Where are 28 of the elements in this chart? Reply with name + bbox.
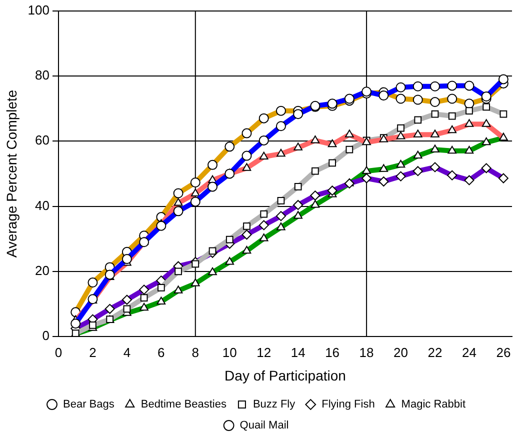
legend-label: Bedtime Beasties [140, 398, 227, 411]
x-tick-label: 24 [462, 344, 476, 360]
y-tick-label: 60 [35, 132, 50, 148]
legend-label: Buzz Fly [252, 398, 296, 411]
x-tick-label: 2 [89, 344, 96, 360]
legend-label: Bear Bags [62, 398, 115, 411]
x-tick-label: 10 [222, 344, 237, 360]
y-tick-label: 80 [35, 68, 50, 83]
legend-label: Quail Mail [240, 420, 289, 432]
x-tick-label: 26 [496, 344, 511, 360]
x-tick-label: 6 [158, 344, 165, 360]
y-tick-label: 100 [28, 2, 50, 18]
x-tick-label: 20 [394, 344, 408, 360]
x-tick-label: 18 [359, 344, 374, 360]
x-tick-label: 0 [54, 344, 62, 360]
x-tick-label: 4 [123, 344, 131, 360]
x-tick-label: 8 [192, 344, 200, 360]
x-tick-label: 16 [325, 344, 340, 360]
x-tick-label: 22 [428, 344, 442, 360]
x-tick-label: 12 [256, 344, 272, 360]
y-tick-label: 0 [42, 328, 50, 344]
y-tick-label: 20 [35, 263, 50, 278]
legend-label: Magic Rabbit [401, 398, 466, 411]
y-tick-label: 40 [35, 198, 50, 213]
y-axis-title: Average Percent Complete [3, 90, 20, 258]
x-axis-title: Day of Participation [224, 367, 346, 384]
x-tick-label: 14 [290, 344, 306, 360]
legend-label: Flying Fish [322, 398, 375, 411]
